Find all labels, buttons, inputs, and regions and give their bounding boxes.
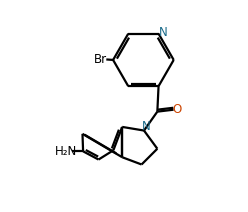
Text: O: O	[173, 103, 182, 116]
Text: N: N	[142, 120, 150, 133]
Text: H₂N: H₂N	[55, 145, 77, 158]
Text: N: N	[158, 26, 167, 39]
Text: Br: Br	[94, 53, 107, 66]
